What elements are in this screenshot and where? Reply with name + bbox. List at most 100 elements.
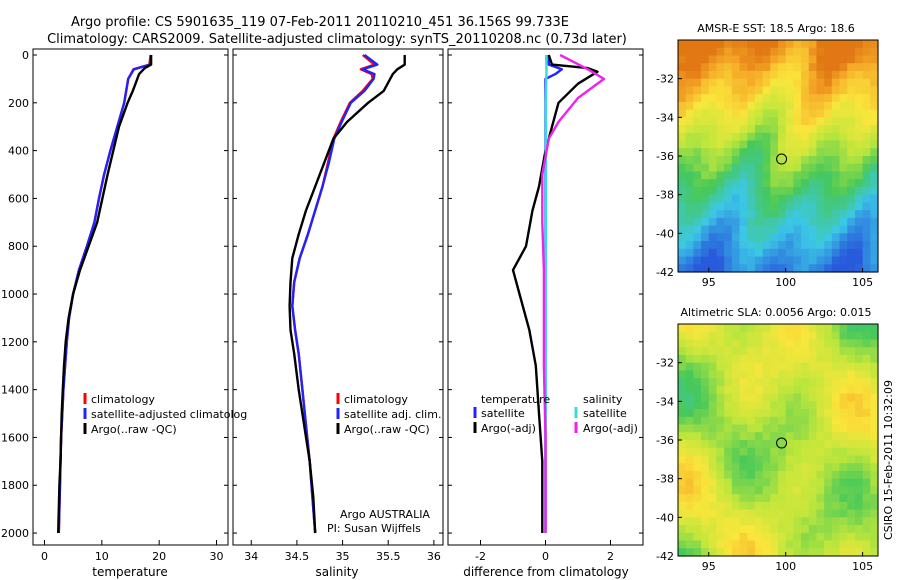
heatmap-cell	[708, 501, 718, 511]
heatmap-cell	[739, 163, 748, 173]
heatmap-cell	[685, 478, 694, 487]
heatmap-cell	[816, 241, 825, 250]
heatmap-cell	[770, 347, 779, 356]
heatmap-cell	[862, 525, 871, 534]
heatmap-cell	[716, 416, 725, 426]
heatmap-cell	[862, 55, 871, 64]
heatmap-cell	[854, 324, 864, 333]
heatmap-cell	[747, 494, 756, 503]
heatmap-cell	[685, 548, 694, 557]
heatmap-cell	[708, 494, 718, 503]
heatmap-cell	[839, 225, 848, 234]
heatmap-cell	[724, 470, 733, 480]
heatmap-cell	[678, 347, 687, 356]
heatmap-cell	[793, 264, 802, 273]
heatmap-cell	[762, 424, 771, 433]
heatmap-cell	[862, 424, 871, 433]
heatmap-cell	[739, 63, 748, 72]
heatmap-cell	[762, 440, 771, 449]
heatmap-cell	[862, 478, 871, 487]
heatmap-cell	[747, 217, 756, 227]
heatmap-cell	[739, 447, 748, 457]
heatmap-cell	[801, 225, 810, 234]
heatmap-cell	[678, 509, 687, 518]
heatmap-cell	[847, 63, 856, 72]
heatmap-cell	[724, 378, 733, 387]
heatmap-cell	[754, 194, 764, 203]
heatmap-cell	[716, 370, 725, 379]
heatmap-cell	[754, 416, 764, 426]
heatmap-cell	[747, 470, 756, 480]
heatmap-cell	[862, 156, 871, 165]
heatmap-cell	[701, 225, 710, 234]
heatmap-cell	[785, 409, 794, 418]
heatmap-cell	[747, 140, 756, 149]
heatmap-cell	[831, 470, 841, 480]
heatmap-cell	[685, 525, 694, 534]
heatmap-cell	[770, 370, 779, 379]
heatmap-cell	[770, 455, 779, 464]
heatmap-cell	[801, 194, 810, 203]
heatmap-cell	[839, 440, 848, 449]
heatmap-cell	[816, 401, 825, 410]
heatmap-cell	[747, 125, 756, 134]
heatmap-cell	[724, 486, 733, 495]
heatmap-cell	[793, 540, 802, 549]
heatmap-cell	[854, 378, 864, 387]
heatmap-cell	[854, 501, 864, 511]
heatmap-cell	[839, 186, 848, 196]
heatmap-cell	[824, 494, 833, 503]
heatmap-cell	[816, 217, 825, 227]
heatmap-cell	[708, 248, 718, 258]
heatmap-cell	[801, 264, 810, 273]
heatmap-cell	[785, 478, 794, 487]
heatmap-cell	[739, 494, 748, 503]
heatmap-cell	[854, 393, 864, 402]
heatmap-cell	[801, 256, 810, 265]
heatmap-cell	[724, 125, 733, 134]
heatmap-cell	[801, 548, 810, 557]
heatmap-cell	[762, 532, 771, 542]
heatmap-cell	[870, 470, 879, 480]
heatmap-cell	[870, 501, 879, 511]
heatmap-cell	[678, 409, 687, 418]
heatmap-cell	[693, 202, 702, 211]
heatmap-cell	[862, 217, 871, 227]
heatmap-cell	[701, 548, 710, 557]
heatmap-cell	[847, 470, 856, 480]
heatmap-cell	[747, 347, 756, 356]
heatmap-cell	[785, 256, 794, 265]
heatmap-cell	[824, 163, 833, 173]
heatmap-cell	[739, 548, 748, 557]
heatmap-cell	[731, 256, 741, 265]
heatmap-cell	[716, 186, 725, 196]
heatmap-cell	[693, 217, 702, 227]
heatmap-cell	[678, 78, 687, 87]
heatmap-cell	[808, 486, 818, 495]
heatmap-cell	[762, 156, 771, 165]
heatmap-cell	[747, 478, 756, 487]
heatmap-cell	[708, 202, 718, 211]
heatmap-cell	[770, 40, 779, 49]
heatmap-cell	[801, 148, 810, 157]
heatmap-cell	[847, 86, 856, 95]
heatmap-cell	[831, 362, 841, 371]
heatmap-cell	[724, 40, 733, 49]
heatmap-cell	[839, 347, 848, 356]
heatmap-cell	[678, 432, 687, 441]
heatmap-cell	[739, 101, 748, 111]
heatmap-cell	[816, 532, 825, 542]
heatmap-cell	[862, 501, 871, 511]
heatmap-cell	[801, 362, 810, 371]
heatmap-cell	[816, 125, 825, 134]
heatmap-cell	[708, 163, 718, 173]
heatmap-cell	[716, 393, 725, 402]
heatmap-cell	[824, 256, 833, 265]
heatmap-cell	[816, 210, 825, 219]
heatmap-cell	[716, 248, 725, 258]
heatmap-cell	[839, 78, 848, 87]
heatmap-cell	[685, 94, 694, 103]
heatmap-cell	[839, 47, 848, 57]
heatmap-cell	[847, 548, 856, 557]
heatmap-cell	[801, 86, 810, 95]
